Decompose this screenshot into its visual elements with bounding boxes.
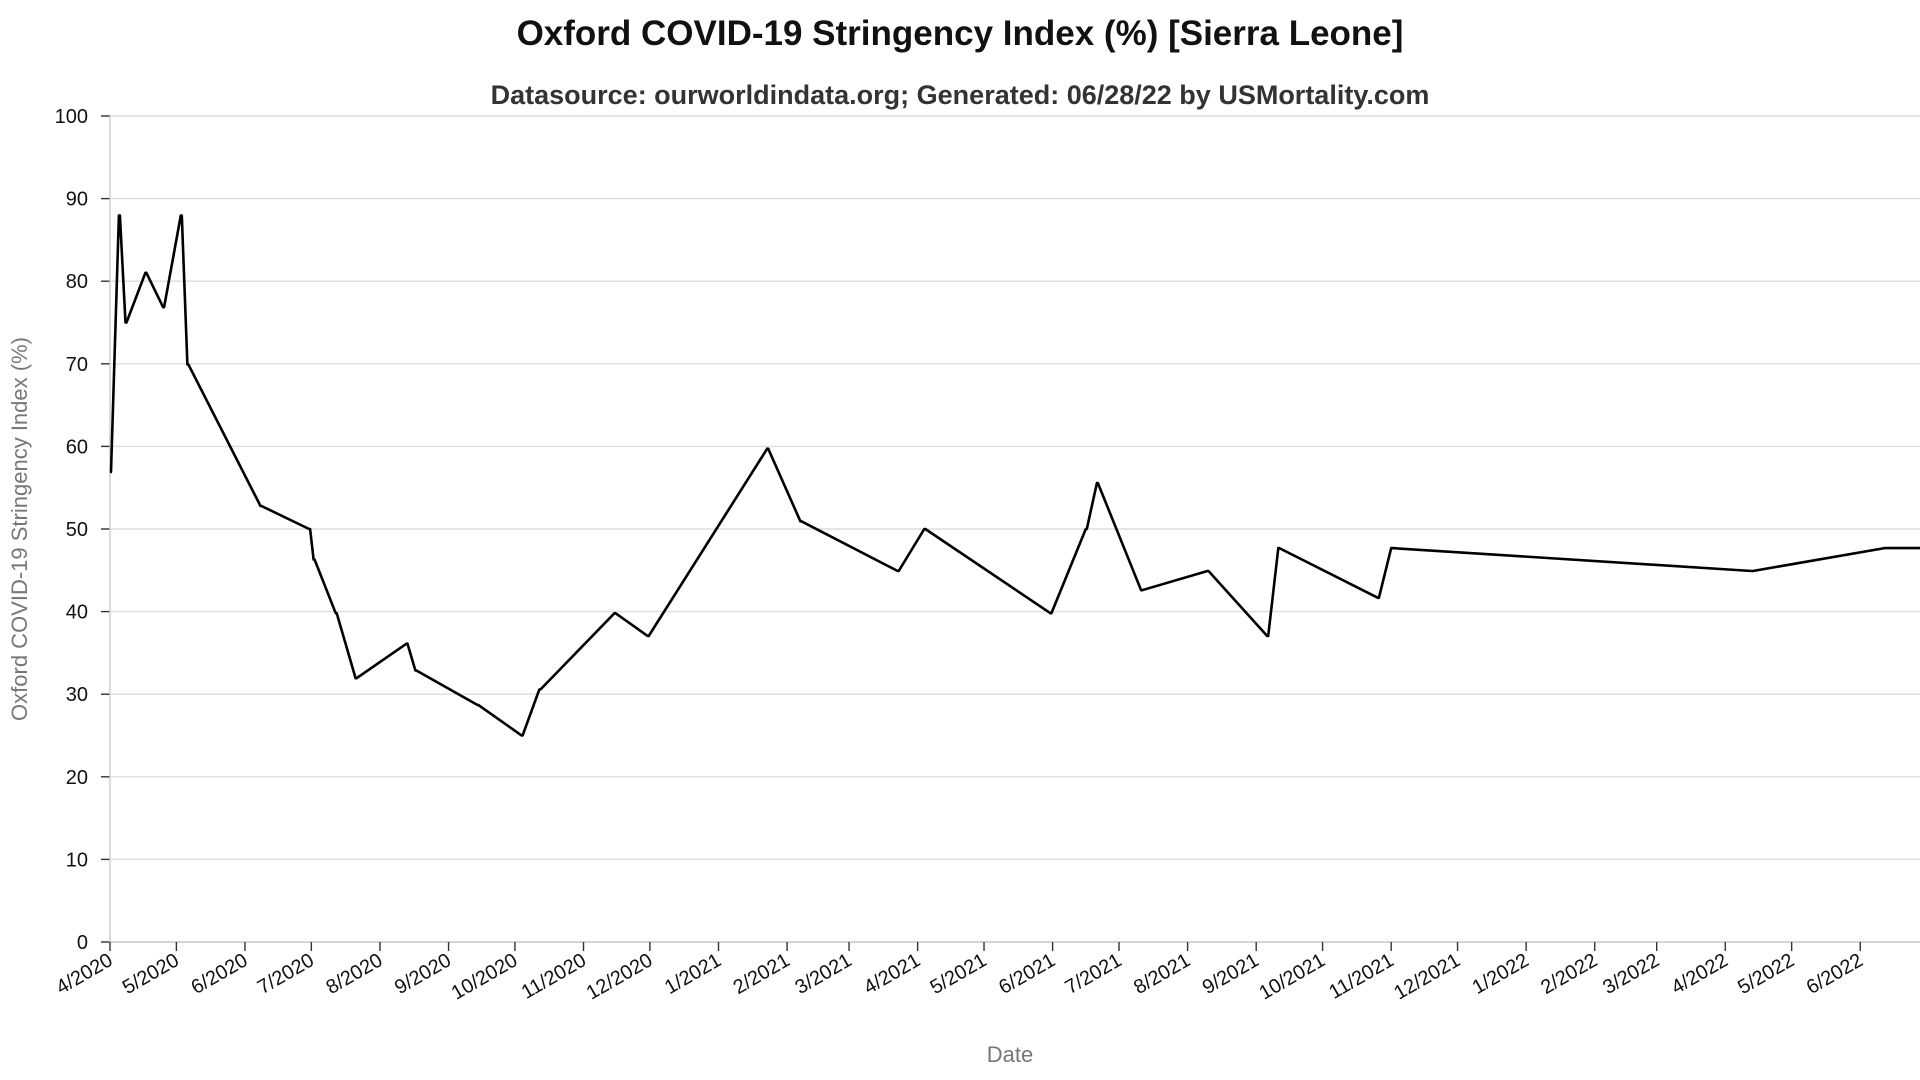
grid-layer <box>110 115 1920 943</box>
x-tick-label: 4/2020 <box>53 949 117 999</box>
chart-subtitle: Datasource: ourworldindata.org; Generate… <box>490 80 1430 110</box>
x-tick-label: 9/2020 <box>391 949 455 999</box>
x-tick-label: 4/2021 <box>860 949 924 999</box>
x-tick-label: 1/2021 <box>661 949 725 999</box>
x-tick-label: 5/2022 <box>1734 949 1798 999</box>
axis-layer <box>101 115 1920 951</box>
x-tick-label: 11/2020 <box>518 949 590 1003</box>
x-tick-label: 5/2021 <box>927 949 991 999</box>
x-tick-label: 3/2022 <box>1599 949 1663 999</box>
x-axis-title: Date <box>987 1042 1033 1067</box>
x-tick-label: 12/2021 <box>1390 949 1464 1004</box>
x-tick-label: 10/2021 <box>1255 949 1329 1004</box>
y-axis-title: Oxford COVID-19 Stringency Index (%) <box>7 337 32 721</box>
series-line <box>109 214 1920 737</box>
x-tick-label: 11/2021 <box>1325 949 1397 1003</box>
x-tick-label: 7/2021 <box>1062 949 1126 999</box>
x-tick-label: 1/2022 <box>1469 949 1533 999</box>
x-tick-label: 7/2020 <box>254 949 318 999</box>
y-tick-label: 50 <box>66 519 88 541</box>
x-tick-label: 5/2020 <box>119 949 183 999</box>
x-tick-label: 9/2021 <box>1199 949 1263 999</box>
y-tick-label: 10 <box>66 849 88 871</box>
y-tick-label: 90 <box>66 189 88 211</box>
y-tick-label: 60 <box>66 436 88 458</box>
x-tick-label: 6/2022 <box>1803 949 1867 999</box>
x-tick-label: 12/2020 <box>583 949 657 1004</box>
chart-title: Oxford COVID-19 Stringency Index (%) [Si… <box>516 14 1404 53</box>
x-tick-label: 3/2021 <box>792 949 856 999</box>
x-tick-label: 4/2022 <box>1668 949 1732 999</box>
label-layer: 0 10 20 30 40 50 60 70 80 90 100 4/2020 5/2020 6/2020… <box>7 106 1867 1067</box>
x-tick-label: 8/2020 <box>322 949 386 999</box>
x-tick-label: 8/2021 <box>1130 949 1194 999</box>
series-layer <box>109 214 1920 737</box>
y-tick-label: 30 <box>66 684 88 706</box>
y-tick-label: 0 <box>77 932 88 954</box>
x-tick-label: 2/2022 <box>1537 949 1601 999</box>
x-tick-label: 10/2020 <box>448 949 522 1004</box>
y-tick-label: 70 <box>66 354 88 376</box>
y-tick-label: 80 <box>66 271 88 293</box>
y-tick-label: 100 <box>55 106 88 128</box>
x-tick-label: 6/2021 <box>995 949 1059 999</box>
x-tick-label: 2/2021 <box>730 949 794 999</box>
x-tick-label: 6/2020 <box>187 949 251 999</box>
y-tick-label: 40 <box>66 602 88 624</box>
y-tick-label: 20 <box>66 767 88 789</box>
